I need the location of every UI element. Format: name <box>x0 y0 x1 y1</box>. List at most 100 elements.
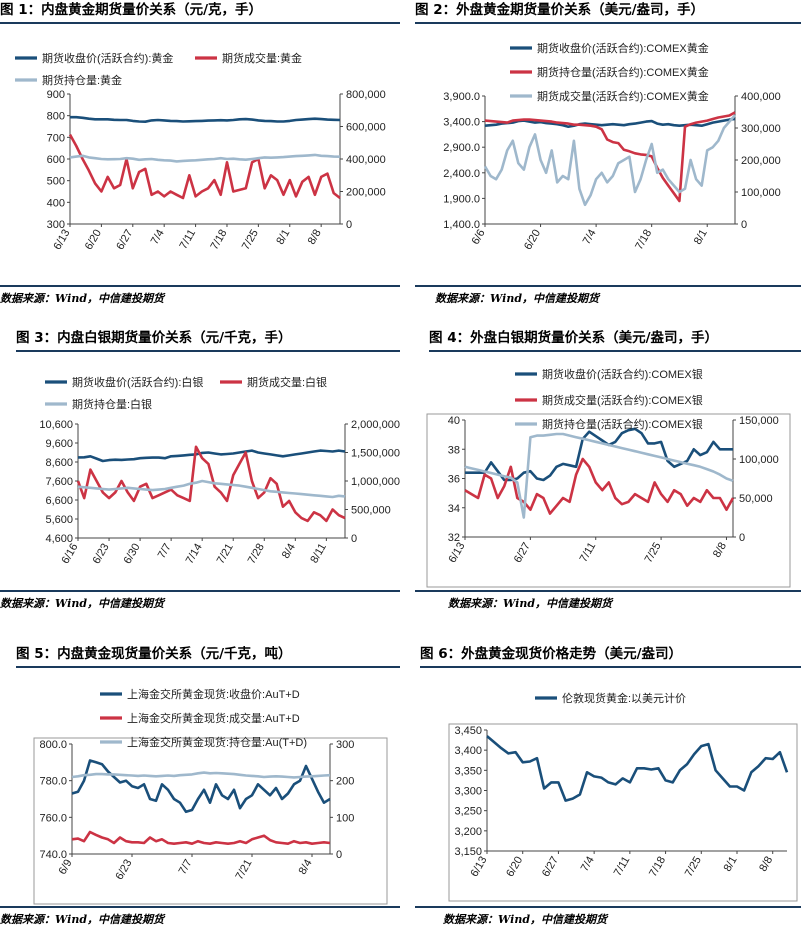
source-note: 数据来源：Wind，中信建投期货 <box>0 913 165 926</box>
source-note: 数据来源：Wind，中信建投期货 <box>448 597 613 610</box>
x-tick-label: 7/21 <box>233 858 254 883</box>
source-note: 数据来源：Wind，中信建投期货 <box>443 913 608 926</box>
source-note: 数据来源：Wind，中信建投期货 <box>0 597 165 610</box>
y-tick-label: 3,900.0 <box>443 91 480 103</box>
y-right-tick-label: 0 <box>336 849 342 861</box>
x-tick-label: 7/18 <box>208 228 229 253</box>
legend-label: 期货成交量:白银 <box>247 375 327 389</box>
x-tick-label: 8/1 <box>274 228 292 247</box>
y-right-tick-label: 0 <box>351 533 357 545</box>
y-tick-label: 1,900.0 <box>443 193 480 205</box>
x-tick-label: 7/4 <box>149 228 167 247</box>
chart-title: 图 5：内盘黄金现货量价关系（元/千克，吨） <box>16 644 400 668</box>
y-tick-label: 40 <box>448 415 460 427</box>
y-tick-label: 3,150 <box>454 846 482 858</box>
y-tick-label: 300 <box>47 219 65 231</box>
legend-label: 期货持仓量(活跃合约):COMEX银 <box>542 417 703 431</box>
series-line-3 <box>464 432 734 519</box>
legend-label: 期货成交量:黄金 <box>222 51 302 65</box>
x-tick-label: 7/18 <box>633 228 654 253</box>
x-tick-label: 8/1 <box>722 855 740 874</box>
y-tick-label: 2,900.0 <box>443 142 480 154</box>
y-right-tick-label: 2,000,000 <box>351 419 400 431</box>
series-line-2 <box>68 133 341 200</box>
y-right-tick-label: 400,000 <box>346 154 386 166</box>
source-note: 数据来源：Wind，中信建投期货 <box>0 292 165 305</box>
chart-title: 图 6：外盘黄金现货价格走势（美元/盎司） <box>420 644 801 668</box>
x-tick-label: 7/25 <box>683 855 704 880</box>
x-tick-label: 6/16 <box>59 542 80 567</box>
legend-label: 期货持仓量:黄金 <box>42 73 122 87</box>
x-tick-label: 7/11 <box>578 541 599 565</box>
x-tick-label: 6/23 <box>113 858 134 883</box>
y-tick-label: 32 <box>448 532 460 544</box>
y-tick-label: 3,200 <box>454 826 482 838</box>
y-tick-label: 740.0 <box>39 849 67 861</box>
y-tick-label: 600 <box>47 154 65 166</box>
divider <box>415 590 801 592</box>
y-tick-label: 400 <box>47 197 65 209</box>
x-tick-label: 7/14 <box>184 542 205 567</box>
chart-title: 图 1：内盘黄金期货量价关系（元/克，手） <box>0 0 400 24</box>
y-tick-label: 6,600 <box>45 495 73 507</box>
x-tick-label: 6/30 <box>122 542 143 567</box>
x-tick-label: 6/20 <box>504 855 525 880</box>
y-right-tick-label: 300 <box>336 739 354 751</box>
legend-label: 期货收盘价(活跃合约):COMEX黄金 <box>537 41 709 55</box>
y-tick-label: 4,600 <box>45 533 73 545</box>
plot-frame <box>426 413 791 588</box>
x-tick-label: 7/4 <box>581 228 599 247</box>
divider <box>0 285 400 287</box>
series-line-1 <box>71 759 331 814</box>
y-right-tick-label: 800,000 <box>346 89 386 101</box>
y-right-tick-label: 200,000 <box>741 155 781 167</box>
series-line-2 <box>76 445 346 523</box>
chart-title: 图 2：外盘黄金期货量价关系（美元/盎司，手） <box>415 0 801 24</box>
series-line-1 <box>465 427 733 482</box>
plot-frame <box>33 737 388 905</box>
x-tick-label: 6/27 <box>114 228 135 253</box>
legend-label: 期货收盘价(活跃合约):白银 <box>72 375 203 389</box>
x-tick-label: 6/13 <box>468 855 489 880</box>
y-right-tick-label: 300,000 <box>741 123 781 135</box>
legend-label: 上海金交所黄金现货:收盘价:AuT+D <box>127 687 300 701</box>
series-line-2 <box>464 457 735 515</box>
series-line-3 <box>71 771 331 779</box>
series-line-1 <box>77 449 346 463</box>
series-line-3 <box>77 479 346 499</box>
divider <box>415 906 801 908</box>
x-tick-label: 7/11 <box>177 228 198 252</box>
chart-title: 图 3：内盘白银期货量价关系（元/千克，手） <box>16 328 400 352</box>
y-right-tick-label: 600,000 <box>346 122 386 134</box>
y-tick-label: 3,300 <box>454 786 482 798</box>
y-tick-label: 10,600 <box>39 419 73 431</box>
y-right-tick-label: 500,000 <box>351 505 391 517</box>
line-chart: 900 800 700 600 500 400 300 800,000 600,000 400,0… <box>15 51 386 253</box>
y-tick-label: 900 <box>47 89 65 101</box>
x-tick-label: 8/11 <box>308 542 329 566</box>
y-tick-label: 3,450 <box>454 725 482 737</box>
series-line-1 <box>486 735 789 802</box>
x-tick-label: 7/4 <box>579 855 597 874</box>
series-line-2 <box>484 111 736 203</box>
y-tick-label: 2,400.0 <box>443 168 480 180</box>
y-right-tick-label: 50,000 <box>739 493 773 505</box>
y-right-tick-label: 400,000 <box>741 91 781 103</box>
y-right-tick-label: 0 <box>346 219 352 231</box>
legend-label: 上海金交所黄金现货:持仓量:Au(T+D) <box>127 735 307 749</box>
legend-label: 期货成交量(活跃合约):COMEX银 <box>542 393 703 407</box>
divider <box>0 906 400 908</box>
x-tick-label: 7/25 <box>240 228 261 253</box>
y-right-tick-label: 1,500,000 <box>351 448 400 460</box>
divider <box>0 590 400 592</box>
line-chart: 40 38 36 34 32 150,000 100,000 50,000 0 6/13 6/27 7… <box>426 367 791 588</box>
y-tick-label: 36 <box>448 474 460 486</box>
x-tick-label: 8/8 <box>306 228 324 247</box>
series-line-1 <box>484 117 736 128</box>
x-tick-label: 6/23 <box>91 542 112 567</box>
y-tick-label: 1,400.0 <box>443 219 480 231</box>
x-tick-label: 6/20 <box>83 228 104 253</box>
y-tick-label: 3,250 <box>454 806 482 818</box>
